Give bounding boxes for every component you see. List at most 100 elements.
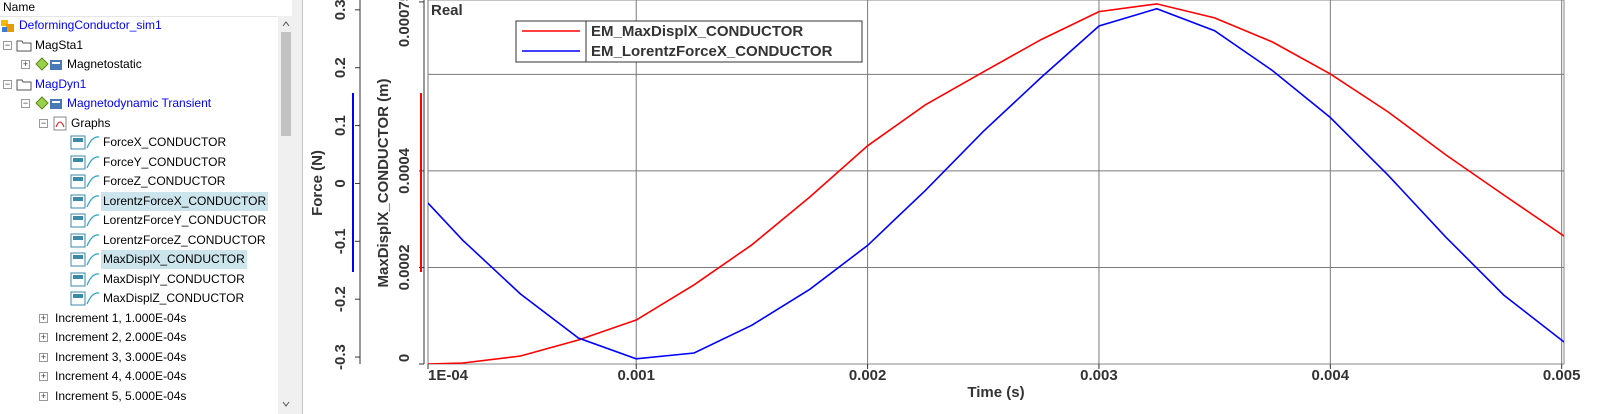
- tree-label[interactable]: MaxDisplY_CONDUCTOR: [103, 271, 245, 286]
- tree-row[interactable]: LorentzForceX_CONDUCTOR: [0, 191, 278, 211]
- tree-label[interactable]: ForceY_CONDUCTOR: [103, 154, 227, 169]
- legend-label: EM_LorentzForceX_CONDUCTOR: [591, 43, 833, 60]
- tree-row[interactable]: − Magnetodynamic Transient: [0, 94, 278, 113]
- series-line: [428, 7, 1564, 360]
- y-tick-label: -0.3: [332, 344, 349, 370]
- expander[interactable]: +: [39, 351, 48, 362]
- tree-icon: [16, 40, 32, 51]
- y-tick-label: -0.1: [332, 228, 349, 254]
- tree-icon: [70, 174, 100, 189]
- x-tick-label: 0.003: [1080, 367, 1118, 384]
- column-header[interactable]: Name: [0, 0, 292, 17]
- tree-row[interactable]: DeformingConductor_sim1: [0, 16, 278, 35]
- legend: EM_MaxDisplX_CONDUCTOR EM_LorentzForceX_C…: [515, 20, 863, 63]
- y2-tick-label: 0: [396, 354, 413, 362]
- legend-label: EM_MaxDisplX_CONDUCTOR: [591, 23, 803, 40]
- y2-axis-label: MaxDisplX_CONDUCTOR (m): [375, 79, 392, 288]
- tree-label[interactable]: Magnetostatic: [67, 57, 142, 71]
- legend-box: [515, 20, 863, 63]
- tree-label[interactable]: LorentzForceX_CONDUCTOR: [101, 191, 269, 211]
- y-tick-label: 0.3: [332, 0, 349, 20]
- tree-icon: [70, 291, 100, 306]
- tree-label[interactable]: Magnetodynamic Transient: [67, 96, 212, 110]
- tree-icon: [70, 213, 100, 228]
- tree-icon: [70, 155, 100, 169]
- expander[interactable]: −: [3, 39, 12, 50]
- tree-label[interactable]: Increment 2, 2.000E-04s: [55, 330, 187, 344]
- tree-label[interactable]: LorentzForceZ_CONDUCTOR: [103, 232, 266, 247]
- tree-row[interactable]: MaxDisplY_CONDUCTOR: [0, 270, 278, 289]
- tree-row[interactable]: MaxDisplX_CONDUCTOR: [0, 250, 278, 269]
- tree-icon: [70, 135, 100, 150]
- tree-label[interactable]: MaxDisplX_CONDUCTOR: [101, 250, 247, 269]
- expander[interactable]: +: [39, 332, 48, 342]
- x-tick-label: 0.005: [1543, 367, 1581, 384]
- tree-icon: [70, 252, 100, 267]
- expander[interactable]: +: [39, 312, 48, 323]
- tree-label[interactable]: LorentzForceY_CONDUCTOR: [103, 213, 267, 227]
- x-tick-label: 1E-04: [428, 367, 469, 384]
- tree-icon: [70, 194, 100, 208]
- y-axis-label: Force (N): [309, 150, 326, 216]
- tree-row[interactable]: + Increment 1, 1.000E-04s: [0, 309, 278, 328]
- scroll-thumb[interactable]: [281, 32, 291, 136]
- tree-label[interactable]: MaxDisplZ_CONDUCTOR: [103, 291, 245, 305]
- y-tick-label: 0.2: [332, 57, 349, 78]
- expander[interactable]: +: [21, 59, 30, 69]
- tree-icon: [70, 272, 100, 286]
- series-layer: [428, 3, 1564, 364]
- series-line: [428, 3, 1564, 364]
- tree-row[interactable]: LorentzForceY_CONDUCTOR: [0, 211, 278, 230]
- tree-row[interactable]: + Increment 3, 3.000E-04s: [0, 348, 278, 367]
- tree-row[interactable]: + Increment 5, 5.000E-04s: [0, 387, 278, 406]
- annotation: Real: [431, 2, 463, 19]
- tree-panel: Name DeformingConductor_sim1− MagSta1 + Mag…: [0, 0, 292, 414]
- x-tick-label: 0.001: [617, 367, 655, 384]
- tree-label[interactable]: MagSta1: [35, 37, 84, 52]
- tree-row[interactable]: − MagSta1: [0, 36, 278, 55]
- x-tick-label: 0.004: [1312, 367, 1350, 384]
- tree-row[interactable]: + Increment 2, 2.000E-04s: [0, 328, 278, 347]
- tree-label[interactable]: Increment 5, 5.000E-04s: [55, 388, 187, 403]
- y-tick-label: 0.1: [332, 115, 349, 136]
- tree-row[interactable]: MaxDisplZ_CONDUCTOR: [0, 289, 278, 308]
- expander[interactable]: −: [3, 78, 12, 89]
- tree-icon: [35, 96, 62, 110]
- tree-label[interactable]: Increment 3, 3.000E-04s: [55, 349, 187, 364]
- tree-row[interactable]: − Graphs: [0, 114, 278, 133]
- y-tick-label: -0.2: [332, 286, 349, 312]
- expander[interactable]: +: [39, 371, 48, 381]
- x-axis-label: Time (s): [967, 384, 1024, 401]
- tree-row[interactable]: + Increment 4, 4.000E-04s: [0, 367, 278, 386]
- tree-icon: [53, 116, 67, 130]
- tree-label[interactable]: ForceX_CONDUCTOR: [103, 135, 227, 149]
- x-tick-label: 0.002: [849, 367, 887, 384]
- tree-icon: [35, 57, 62, 71]
- y2-tick-label: 0.00075: [396, 0, 413, 47]
- tree-label[interactable]: ForceZ_CONDUCTOR: [103, 174, 226, 188]
- splitter[interactable]: [292, 0, 303, 414]
- y2-tick-label: 0.0004: [396, 147, 413, 194]
- tree-label[interactable]: MagDyn1: [35, 76, 87, 91]
- tree-row[interactable]: − MagDyn1: [0, 75, 278, 94]
- y2-tick-label: 0.0002: [396, 245, 413, 291]
- tree-label[interactable]: Increment 1, 1.000E-04s: [55, 310, 187, 325]
- tree-icon: [70, 233, 100, 247]
- tree-icon: [1, 20, 14, 32]
- tree-row[interactable]: ForceX_CONDUCTOR: [0, 133, 278, 152]
- expander[interactable]: −: [39, 117, 48, 128]
- y-tick-label: 0: [332, 179, 349, 187]
- scroll-down[interactable]: [280, 398, 292, 410]
- tree-label[interactable]: Graphs: [71, 115, 111, 130]
- scroll-up[interactable]: [280, 18, 292, 30]
- tree-label[interactable]: Increment 4, 4.000E-04s: [55, 369, 187, 383]
- expander[interactable]: +: [39, 390, 48, 401]
- tree-row[interactable]: + Magnetostatic: [0, 55, 278, 74]
- tree-label[interactable]: DeformingConductor_sim1: [19, 18, 162, 32]
- tree-row[interactable]: LorentzForceZ_CONDUCTOR: [0, 231, 278, 250]
- tree-row[interactable]: ForceZ_CONDUCTOR: [0, 172, 278, 191]
- expander[interactable]: −: [21, 98, 30, 108]
- tree-row[interactable]: ForceY_CONDUCTOR: [0, 153, 278, 172]
